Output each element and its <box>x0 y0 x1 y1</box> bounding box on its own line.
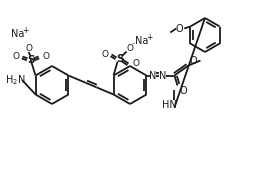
Text: O: O <box>180 86 187 96</box>
Text: O: O <box>126 44 133 53</box>
Text: N: N <box>149 71 156 80</box>
Text: ⁻: ⁻ <box>132 42 135 48</box>
Text: O: O <box>42 52 49 61</box>
Text: O: O <box>101 50 108 59</box>
Text: O: O <box>12 52 19 61</box>
Text: Na: Na <box>11 28 24 39</box>
Text: O: O <box>132 59 139 68</box>
Text: O: O <box>175 24 183 33</box>
Text: Na: Na <box>135 35 148 46</box>
Text: HN: HN <box>162 100 177 109</box>
Text: O: O <box>190 55 197 66</box>
Text: O: O <box>25 44 32 53</box>
Text: +: + <box>146 33 153 42</box>
Text: N: N <box>159 71 166 80</box>
Text: S: S <box>116 53 123 64</box>
Text: S: S <box>27 55 34 64</box>
Text: H$_2$N: H$_2$N <box>5 73 25 87</box>
Text: +: + <box>22 26 29 35</box>
